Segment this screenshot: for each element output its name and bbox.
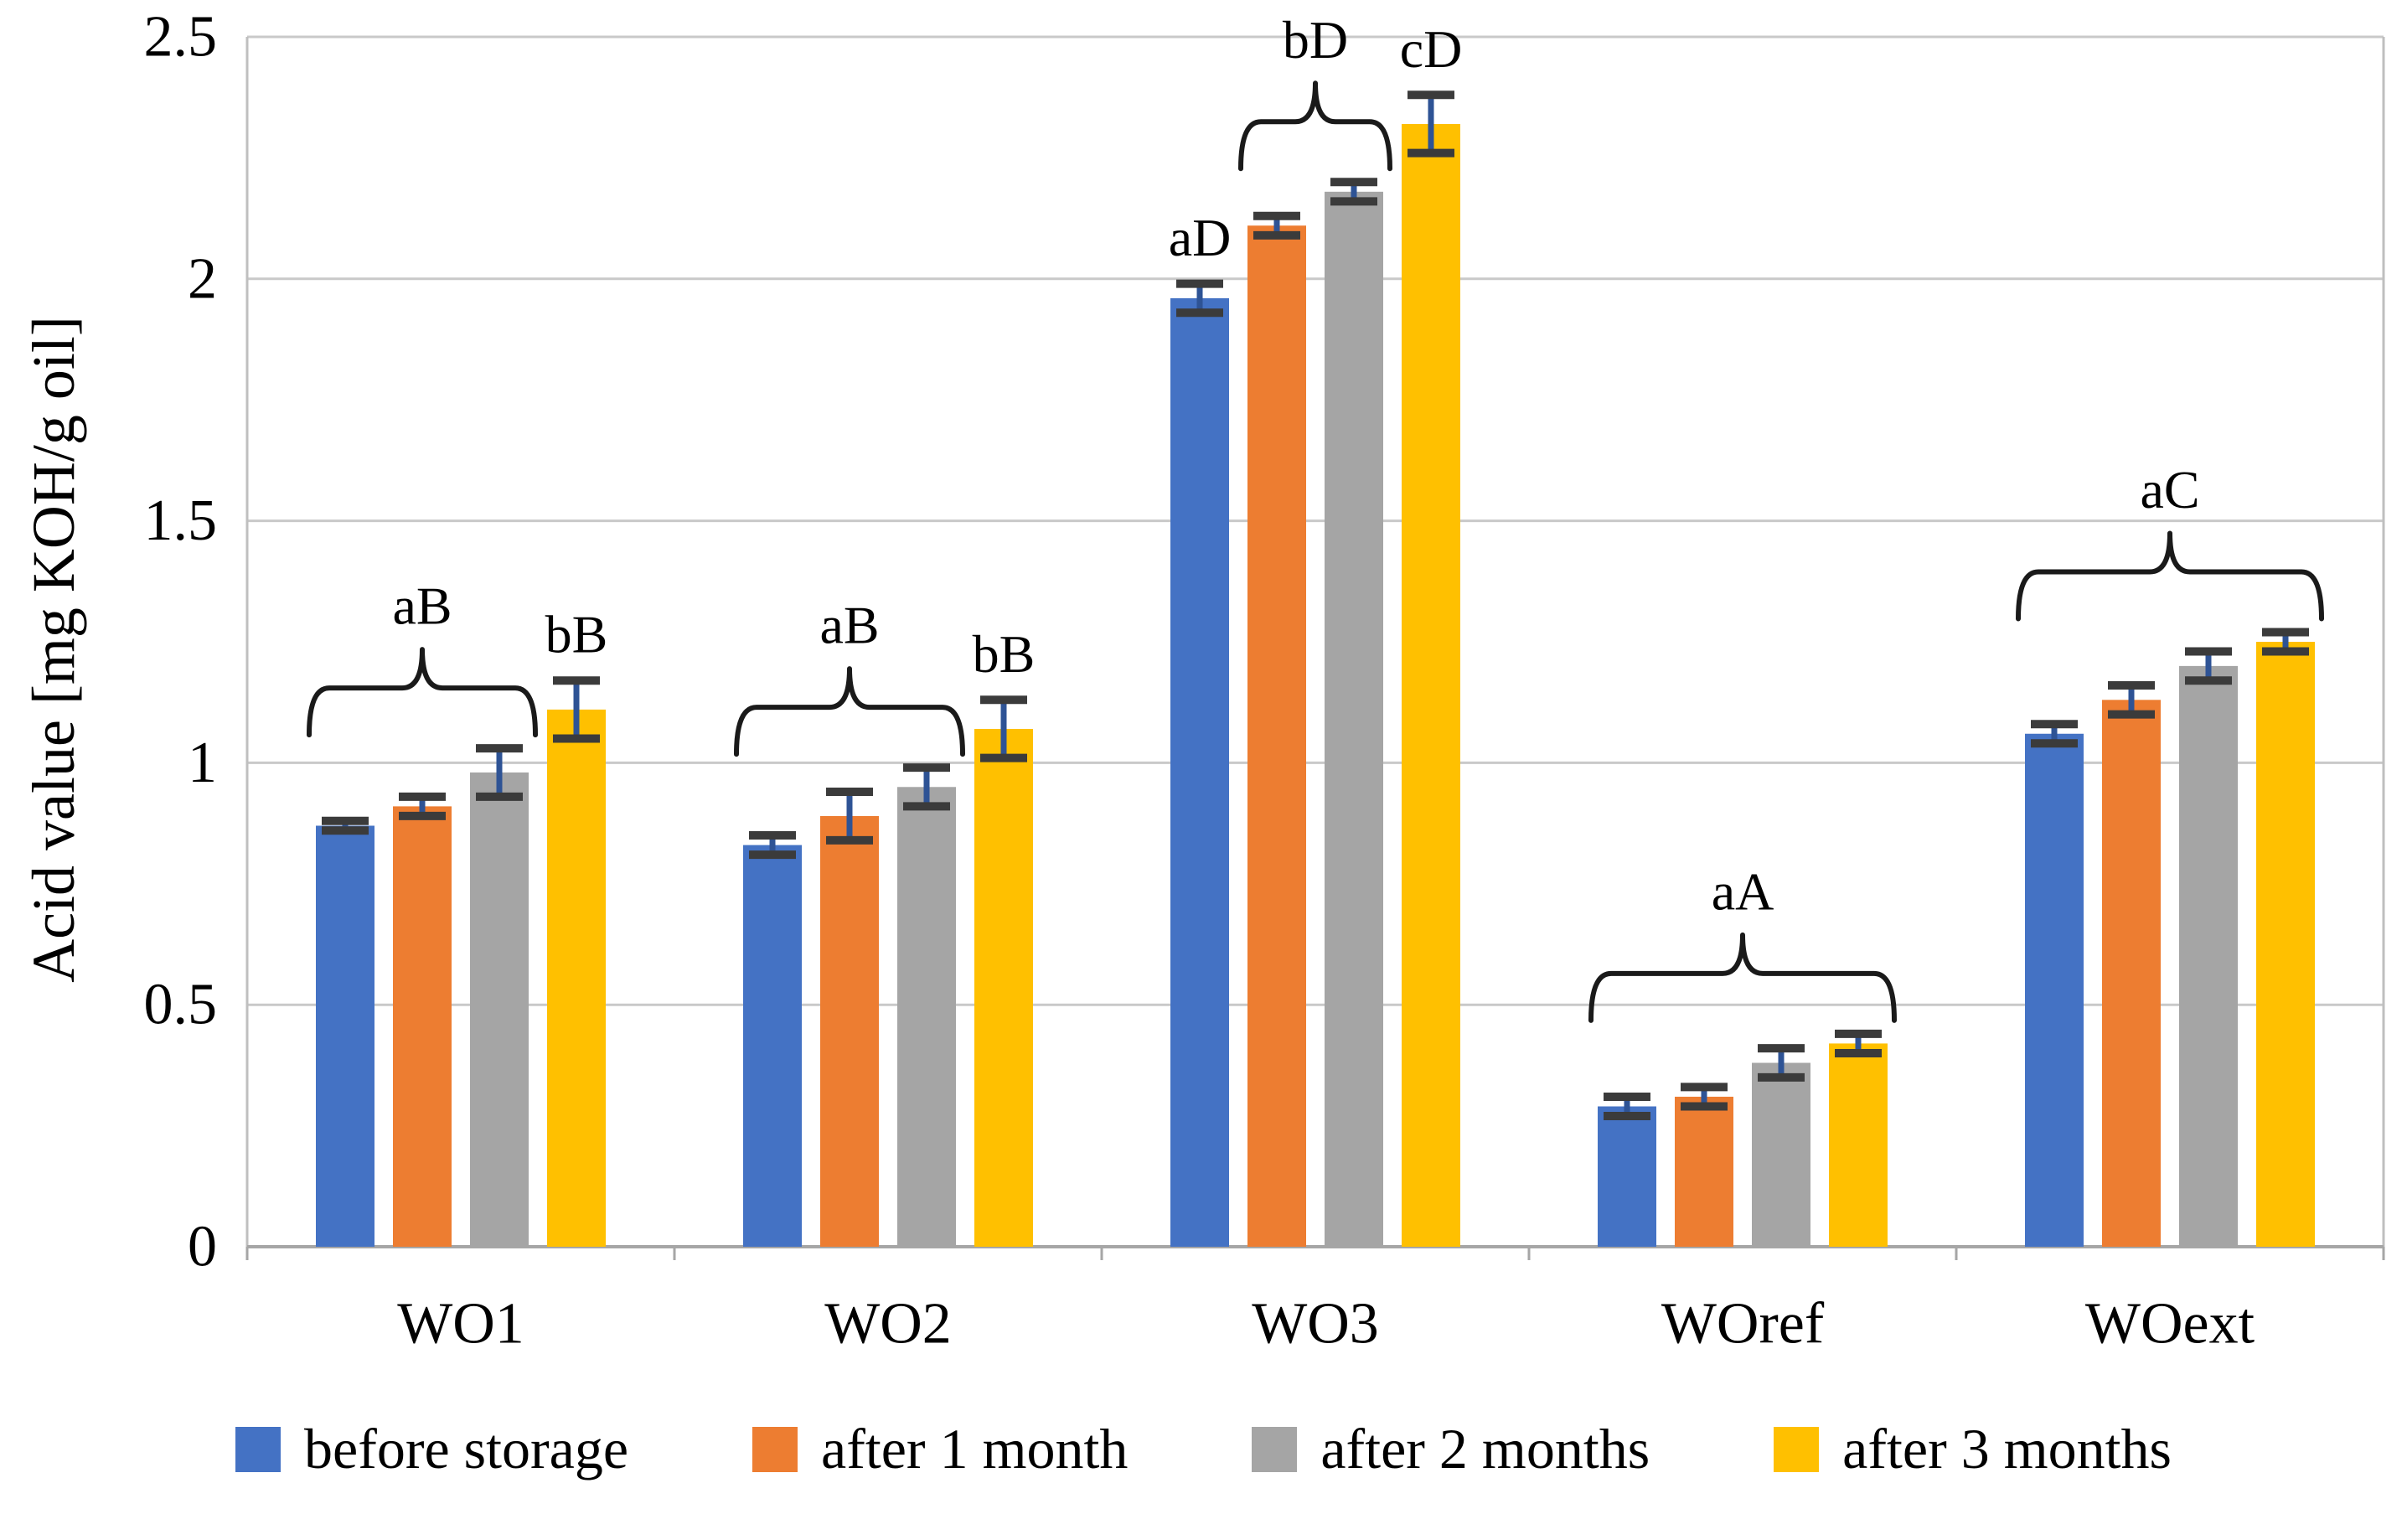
y-tick-label: 0.5 — [144, 973, 218, 1037]
bar-WO1-before-storage — [316, 825, 374, 1247]
chart-legend: before storage after 1 month after 2 month… — [0, 1416, 2407, 1482]
legend-swatch-icon — [1252, 1426, 1298, 1472]
bar-WO1-after-1-month — [393, 806, 452, 1247]
significance-brace-WO1 — [307, 647, 538, 738]
legend-label: after 1 month — [821, 1417, 1129, 1481]
significance-brace-WOref — [1588, 932, 1897, 1023]
bar-WO1-after-3-months — [547, 709, 606, 1247]
bar-WOref-before-storage — [1598, 1106, 1656, 1247]
y-tick-label: 2 — [188, 246, 217, 311]
x-category-label: WOref — [1661, 1292, 1825, 1357]
significance-label-WO1-bB: bB — [545, 605, 608, 664]
bar-WO2-after-3-months — [974, 728, 1033, 1247]
legend-label: after 2 months — [1320, 1417, 1650, 1481]
significance-brace-WOext — [2016, 530, 2324, 622]
bar-WO2-after-1-month — [820, 815, 879, 1247]
bar-WO3-after-2-months — [1325, 191, 1383, 1247]
y-tick-label: 1 — [188, 731, 217, 795]
bar-WO3-after-3-months — [1402, 123, 1460, 1247]
significance-brace-WO2 — [734, 666, 965, 757]
bar-WOref-after-1-month — [1675, 1096, 1733, 1247]
legend-item-after-3-months: after 3 months — [1774, 1416, 2172, 1482]
legend-swatch-icon — [235, 1426, 282, 1472]
bar-WO2-after-2-months — [897, 787, 956, 1247]
y-tick-label: 0 — [188, 1215, 217, 1279]
x-category-label: WO2 — [824, 1292, 952, 1357]
significance-label-WO2-aB: aB — [819, 596, 879, 655]
legend-swatch-icon — [752, 1426, 798, 1472]
significance-label-WO1-aB: aB — [392, 576, 452, 636]
significance-label-WO3-cD: cD — [1400, 19, 1463, 79]
y-tick-label: 1.5 — [144, 488, 218, 553]
significance-brace-WO3 — [1238, 80, 1392, 172]
bar-WOext-after-3-months — [2256, 642, 2315, 1247]
legend-item-after-2-months: after 2 months — [1252, 1416, 1650, 1482]
bar-WO1-after-2-months — [470, 772, 529, 1247]
legend-item-after-1-month: after 1 month — [752, 1416, 1128, 1482]
significance-label-WO3-bD: bD — [1283, 10, 1348, 70]
bar-WO3-after-1-month — [1247, 225, 1306, 1247]
legend-label: before storage — [304, 1417, 629, 1481]
x-category-label: WOext — [2085, 1292, 2255, 1357]
legend-swatch-icon — [1774, 1426, 1820, 1472]
significance-label-WOext-aC: aC — [2140, 460, 2199, 519]
x-category-label: WO3 — [1252, 1292, 1379, 1357]
bar-WO3-before-storage — [1170, 297, 1229, 1247]
bar-WOref-after-2-months — [1752, 1062, 1810, 1247]
y-tick-label: 2.5 — [144, 5, 218, 70]
legend-item-before-storage: before storage — [235, 1416, 628, 1482]
significance-label-WO3-aD: aD — [1169, 208, 1232, 267]
bar-WOext-after-1-month — [2102, 700, 2161, 1247]
bar-WOref-after-3-months — [1829, 1043, 1888, 1247]
significance-label-WO2-bB: bB — [973, 624, 1036, 684]
bar-WOext-before-storage — [2025, 733, 2084, 1247]
bar-WO2-before-storage — [743, 845, 802, 1247]
bar-WOext-after-2-months — [2179, 665, 2238, 1247]
x-category-label: WO1 — [397, 1292, 524, 1357]
significance-label-WOref-aA: aA — [1712, 861, 1774, 921]
legend-label: after 3 months — [1842, 1417, 2172, 1481]
